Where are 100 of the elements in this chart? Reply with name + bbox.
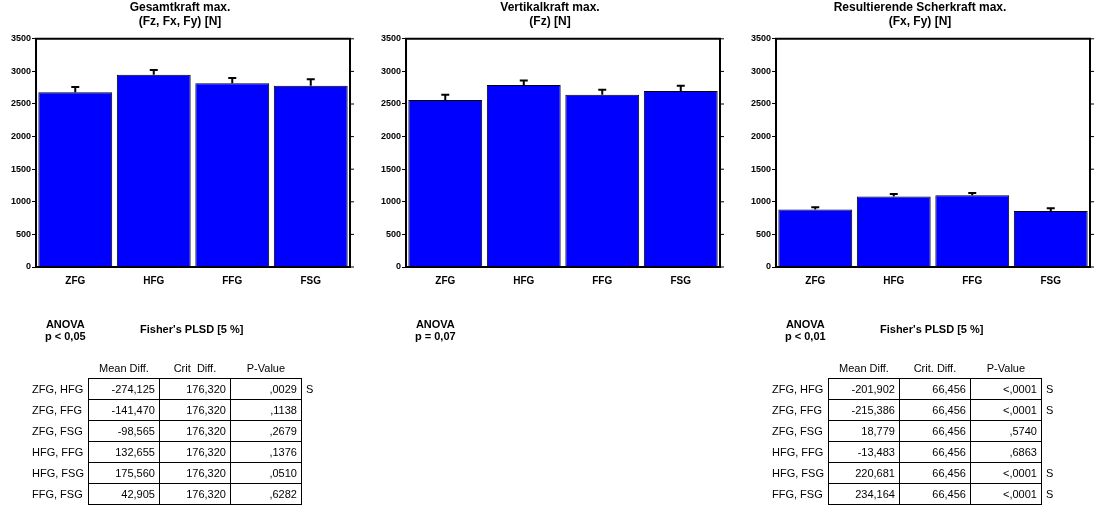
text: 220,681 [828,462,900,484]
text: ANOVA p < 0,05 [45,318,86,342]
text: Mean Diff. [838,361,890,376]
y-tick-label: 2000 [750,131,772,142]
y-tick-label: 2000 [380,131,402,142]
x-tick-label: ZFG [435,274,456,286]
chart-title: Resultierende Scherkraft max. (Fx, Fy) [N] [833,0,1007,28]
y-tick-label: 500 [15,228,32,239]
y-tick-label: 3500 [750,33,772,44]
text: HFG, FFG [31,445,85,460]
y-tick-label: 1500 [10,163,32,174]
text: ,1138 [230,399,302,421]
text: ZFG, FFG [31,403,84,418]
y-tick-label: 3500 [10,33,32,44]
text: <,0001 [970,378,1042,400]
y-tick-label: 3000 [750,65,772,76]
text: S [1044,466,1055,481]
x-tick-label: ZFG [805,274,826,286]
text: 176,320 [159,483,231,505]
text: S [1044,382,1055,397]
text: ANOVA p = 0,07 [415,318,456,342]
text: ,2679 [230,420,302,442]
text: 66,456 [899,399,971,421]
text: -13,483 [828,441,900,463]
y-tick-label: 1000 [10,196,32,207]
y-tick-label: 2500 [10,98,32,109]
text: ,5740 [970,420,1042,442]
text: 66,456 [899,462,971,484]
x-tick-label: FFG [592,274,613,286]
chart-title: Vertikalkraft max. (Fz) [N] [500,0,600,28]
text: ZFG, HFG [771,382,825,397]
y-tick-label: 3000 [10,65,32,76]
text: S [1044,403,1055,418]
text: P-Value [985,361,1027,376]
y-tick-label: 0 [26,261,32,272]
text: 18,779 [828,420,900,442]
y-tick-label: 2000 [10,131,32,142]
text: ZFG, HFG [31,382,85,397]
text: S [304,382,315,397]
text: 66,456 [899,378,971,400]
text: 176,320 [159,441,231,463]
x-tick-label: HFG [883,274,905,286]
text: Mean Diff. [98,361,150,376]
text: HFG, FSG [771,466,825,481]
text: Fisher's PLSD [5 %] [140,323,244,335]
x-tick-label: FSG [300,274,322,286]
text: S [1044,487,1055,502]
x-tick-label: HFG [143,274,165,286]
text: HFG, FSG [31,466,85,481]
text: ANOVA p < 0,01 [785,318,826,342]
text: -201,902 [828,378,900,400]
text: 132,655 [88,441,160,463]
text: HFG, FFG [771,445,825,460]
text: ,0510 [230,462,302,484]
text: 175,560 [88,462,160,484]
y-tick-label: 2500 [380,98,402,109]
text: 66,456 [899,420,971,442]
text: ZFG, FSG [31,424,84,439]
text: Fisher's PLSD [5 %] [880,323,984,335]
x-tick-label: FSG [1040,274,1062,286]
text: ,6863 [970,441,1042,463]
text: P-Value [245,361,287,376]
y-tick-label: 1000 [750,196,772,207]
text: -98,565 [88,420,160,442]
y-tick-label: 3000 [380,65,402,76]
text: Crit. Diff. [912,361,958,376]
x-tick-label: HFG [513,274,535,286]
text: FFG, FSG [771,487,824,502]
y-tick-label: 3500 [380,33,402,44]
text: <,0001 [970,399,1042,421]
chart-title: Gesamtkraft max. (Fz, Fx, Fy) [N] [129,0,231,28]
y-tick-label: 0 [766,261,772,272]
text: <,0001 [970,462,1042,484]
text: ZFG, FFG [771,403,824,418]
text: -274,125 [88,378,160,400]
text: 234,164 [828,483,900,505]
text: 176,320 [159,399,231,421]
text: -141,470 [88,399,160,421]
y-tick-label: 500 [385,228,402,239]
text: FFG, FSG [31,487,84,502]
text: 42,905 [88,483,160,505]
text: Crit Diff. [172,361,218,376]
x-tick-label: FSG [670,274,692,286]
y-tick-label: 1500 [750,163,772,174]
text: 176,320 [159,462,231,484]
x-tick-label: FFG [222,274,243,286]
text: 66,456 [899,483,971,505]
text: -215,386 [828,399,900,421]
text: <,0001 [970,483,1042,505]
text: 176,320 [159,378,231,400]
text: ,6282 [230,483,302,505]
x-tick-label: FFG [962,274,983,286]
text: ,1376 [230,441,302,463]
text: 176,320 [159,420,231,442]
y-tick-label: 500 [755,228,772,239]
y-tick-label: 2500 [750,98,772,109]
y-tick-label: 1500 [380,163,402,174]
y-tick-label: 1000 [380,196,402,207]
text: 66,456 [899,441,971,463]
text: ZFG, FSG [771,424,824,439]
